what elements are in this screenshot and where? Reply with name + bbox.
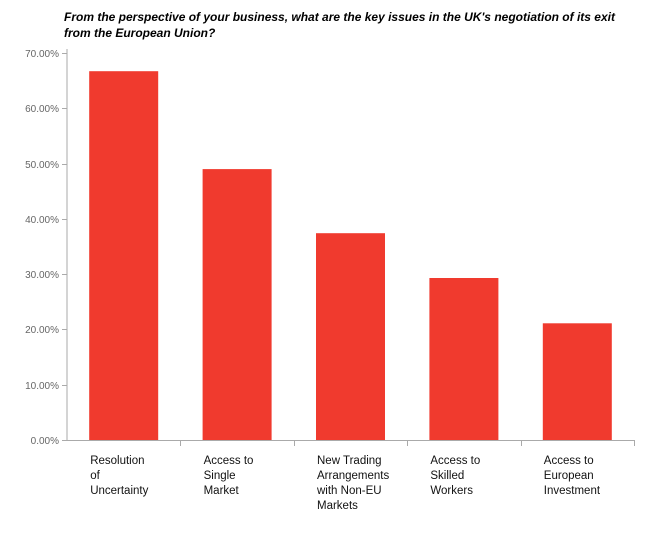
y-tick-label: 40.00%	[25, 215, 59, 226]
bar	[429, 278, 499, 440]
y-tick-label: 10.00%	[25, 381, 59, 392]
chart-title: From the perspective of your business, w…	[64, 10, 615, 40]
bars	[89, 71, 612, 440]
bar	[542, 323, 612, 440]
x-category-label: New Trading Arrangements with Non-EU Market…	[316, 455, 389, 512]
y-tick-label: 70.00%	[25, 49, 59, 60]
bar	[89, 71, 159, 440]
bar	[316, 233, 385, 440]
x-category-label: Resolution of Uncertainty	[90, 455, 148, 497]
x-category-label: Access to Skilled Workers	[430, 455, 480, 497]
x-category-label: Access to European Investment	[544, 455, 601, 497]
y-tick-label: 20.00%	[25, 325, 59, 336]
y-tick-label: 50.00%	[25, 160, 59, 171]
y-axis: 0.00% 10.00% 20.00% 30.00% 40.00% 50.00% 60.00…	[25, 49, 68, 447]
x-axis	[67, 440, 635, 446]
bar	[202, 169, 272, 440]
x-category-label: Access to Single Market	[204, 455, 254, 497]
y-tick-label: 30.00%	[25, 270, 59, 281]
y-tick-label: 60.00%	[25, 104, 59, 115]
x-axis-labels: Resolution of Uncertainty Access to Single Ma…	[90, 455, 601, 512]
y-tick-label: 0.00%	[31, 436, 59, 447]
